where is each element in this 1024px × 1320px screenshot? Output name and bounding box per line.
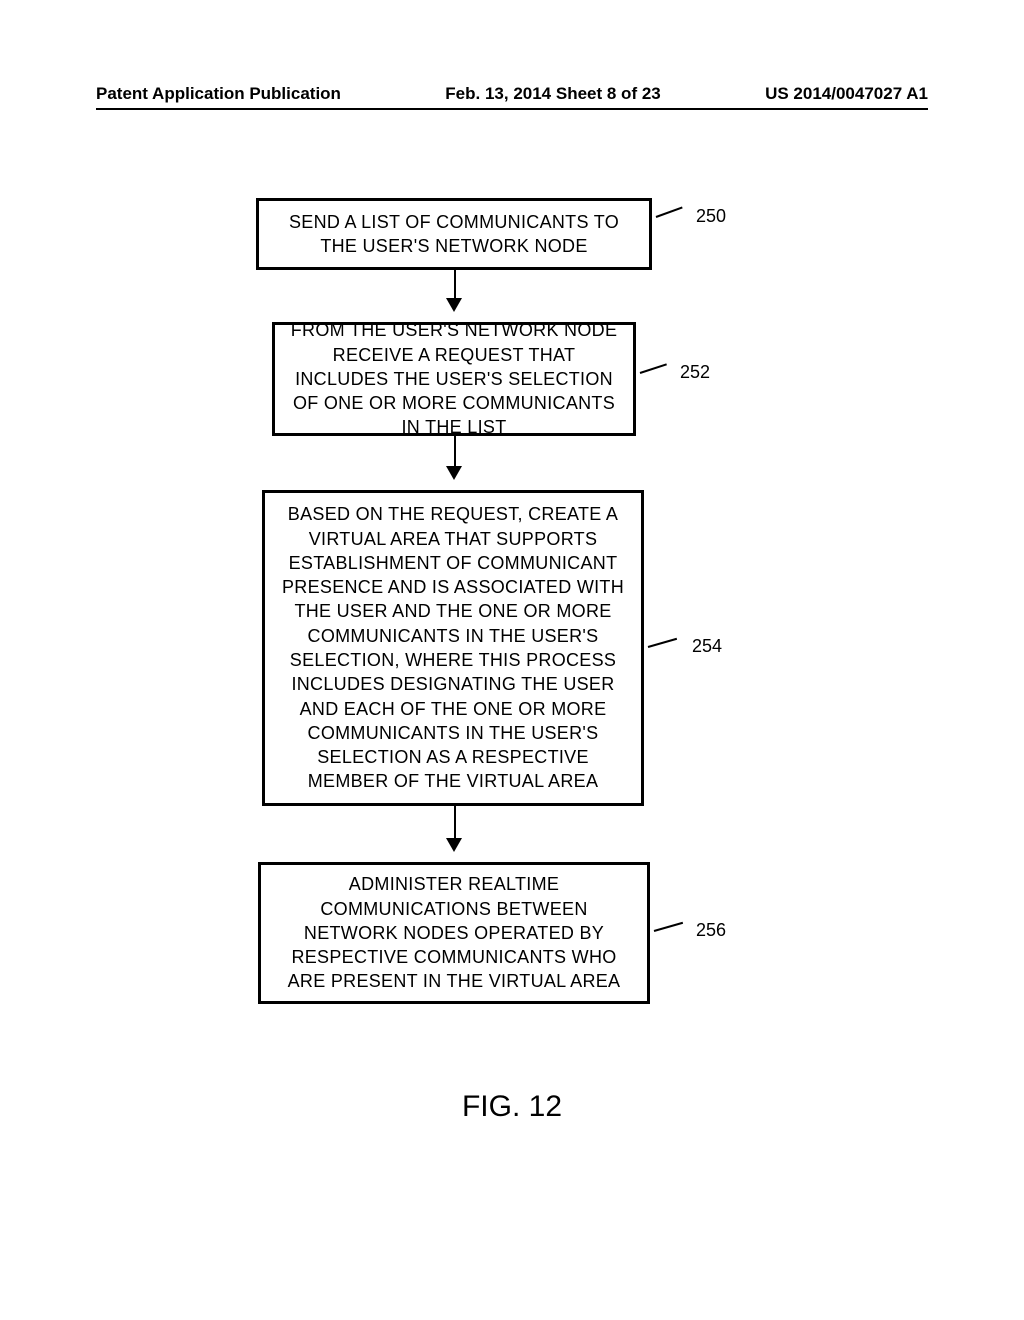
ref-label-254: 254 bbox=[692, 636, 722, 657]
arrow-line bbox=[454, 806, 456, 838]
arrow-line bbox=[454, 270, 456, 298]
ref-label-250: 250 bbox=[696, 206, 726, 227]
flow-step-2: FROM THE USER'S NETWORK NODE RECEIVE A R… bbox=[272, 322, 636, 436]
ref-label-252: 252 bbox=[680, 362, 710, 383]
ref-label-256: 256 bbox=[696, 920, 726, 941]
header-right: US 2014/0047027 A1 bbox=[765, 84, 928, 104]
flow-step-3: BASED ON THE REQUEST, CREATE A VIRTUAL A… bbox=[262, 490, 644, 806]
header-rule bbox=[96, 108, 928, 110]
flow-step-4: ADMINISTER REALTIME COMMUNICATIONS BETWE… bbox=[258, 862, 650, 1004]
arrow-head-icon bbox=[446, 466, 462, 480]
leader-line bbox=[654, 922, 683, 932]
arrow-head-icon bbox=[446, 298, 462, 312]
page-header: Patent Application Publication Feb. 13, … bbox=[0, 84, 1024, 104]
arrow-line bbox=[454, 436, 456, 466]
header-center: Feb. 13, 2014 Sheet 8 of 23 bbox=[445, 84, 660, 104]
header-row: Patent Application Publication Feb. 13, … bbox=[96, 84, 928, 104]
leader-line bbox=[656, 206, 683, 217]
figure-label: FIG. 12 bbox=[462, 1090, 562, 1124]
leader-line bbox=[648, 638, 677, 648]
flow-step-1: SEND A LIST OF COMMUNICANTS TO THE USER'… bbox=[256, 198, 652, 270]
arrow-head-icon bbox=[446, 838, 462, 852]
page: Patent Application Publication Feb. 13, … bbox=[0, 0, 1024, 1320]
header-left: Patent Application Publication bbox=[96, 84, 341, 104]
leader-line bbox=[640, 363, 667, 374]
